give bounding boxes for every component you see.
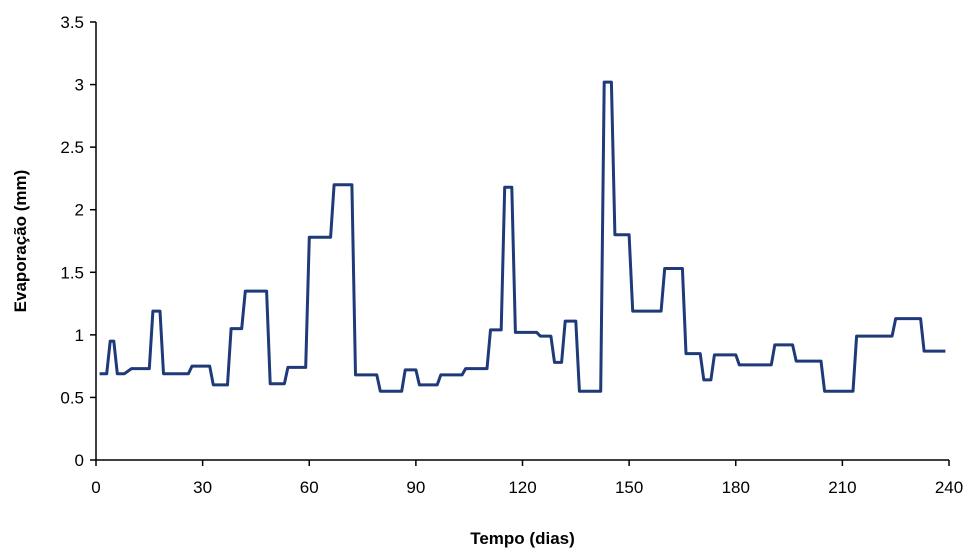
x-axis-title: Tempo (dias) <box>470 529 575 548</box>
axes <box>95 22 949 461</box>
x-tick-label: 60 <box>300 478 319 497</box>
y-tick-label: 0.5 <box>60 388 84 407</box>
y-axis-ticks: 0 0.5 1 1.5 2 2.5 3 3.5 <box>60 13 96 470</box>
y-tick-label: 0 <box>75 451 84 470</box>
y-axis-title: Evaporação (mm) <box>11 170 30 313</box>
x-tick-label: 0 <box>91 478 100 497</box>
x-tick-label: 90 <box>406 478 425 497</box>
x-tick-label: 120 <box>508 478 536 497</box>
x-tick-label: 150 <box>615 478 643 497</box>
x-tick-label: 30 <box>193 478 212 497</box>
x-tick-label: 180 <box>722 478 750 497</box>
y-tick-label: 2 <box>75 201 84 220</box>
evaporation-series-line <box>99 80 946 393</box>
y-tick-label: 1.5 <box>60 263 84 282</box>
y-tick-label: 3 <box>75 76 84 95</box>
x-tick-label: 210 <box>828 478 856 497</box>
x-tick-label: 240 <box>935 478 963 497</box>
y-tick-label: 3.5 <box>60 13 84 32</box>
y-tick-label: 2.5 <box>60 138 84 157</box>
x-axis-ticks: 0 30 60 90 120 150 180 210 240 <box>91 460 963 497</box>
y-tick-label: 1 <box>75 326 84 345</box>
series-layer <box>99 80 946 393</box>
